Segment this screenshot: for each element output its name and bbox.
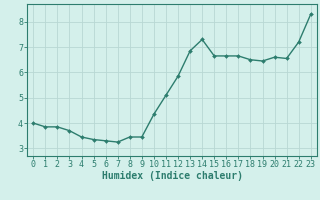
X-axis label: Humidex (Indice chaleur): Humidex (Indice chaleur) bbox=[101, 171, 243, 181]
